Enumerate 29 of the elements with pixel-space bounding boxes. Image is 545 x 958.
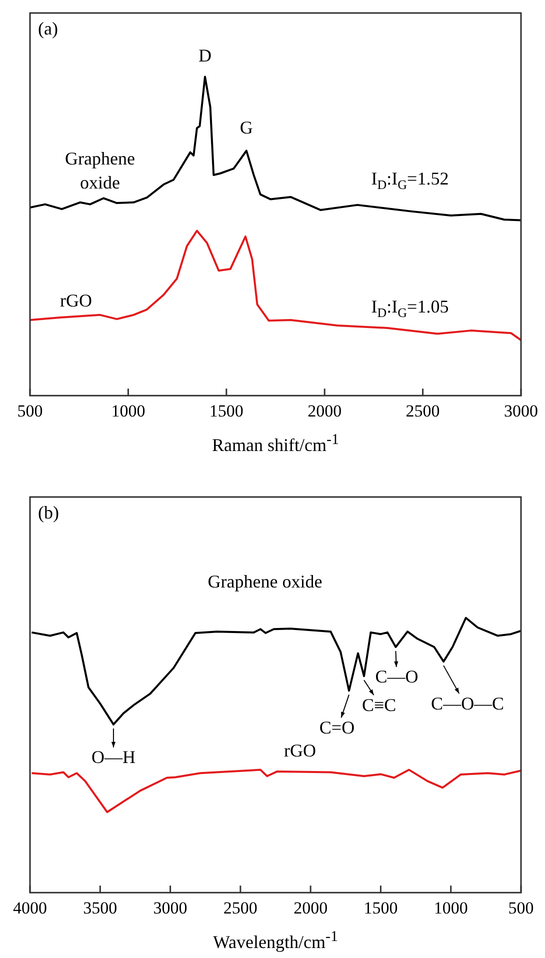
x-tick-label: 3500: [83, 898, 118, 918]
x-tick-label: 1000: [111, 401, 146, 420]
x-tick-label: 2000: [294, 898, 328, 918]
annotation: O—H: [91, 747, 136, 768]
x-tick-label: 1000: [434, 898, 468, 918]
series-label: rGO: [60, 290, 92, 311]
text: Graphene oxide: [208, 572, 322, 592]
annotation: C≡C: [362, 694, 396, 715]
x-tick-label: 1500: [364, 898, 398, 918]
chart-title: (b): [38, 502, 59, 523]
x-tick-label: 2500: [406, 401, 440, 420]
x-tick-label: 500: [17, 401, 43, 420]
series-label: rGO: [284, 740, 316, 761]
chart-title: (a): [38, 18, 58, 39]
x-axis-title: Raman shift/cm$^{-1}$: [211, 431, 340, 457]
x-axis-title: Wavelength/cm$^{-1}$: [212, 928, 339, 954]
x-tick-label: 2500: [223, 898, 258, 918]
annotation: C—O—C: [431, 693, 504, 714]
x-tick-label: 2000: [308, 401, 342, 420]
annotation: D: [198, 46, 212, 66]
annotation: C=O: [319, 717, 355, 738]
series-label: Graphene oxide: [65, 148, 135, 193]
x-tick-label: 4000: [13, 898, 47, 918]
annotation: C—O: [375, 666, 418, 687]
x-tick-label: 3000: [153, 898, 188, 918]
x-tick-label: 3000: [504, 401, 538, 420]
x-tick-label: 500: [508, 898, 534, 918]
annotation: G: [240, 117, 253, 138]
x-tick-label: 1500: [209, 401, 244, 420]
